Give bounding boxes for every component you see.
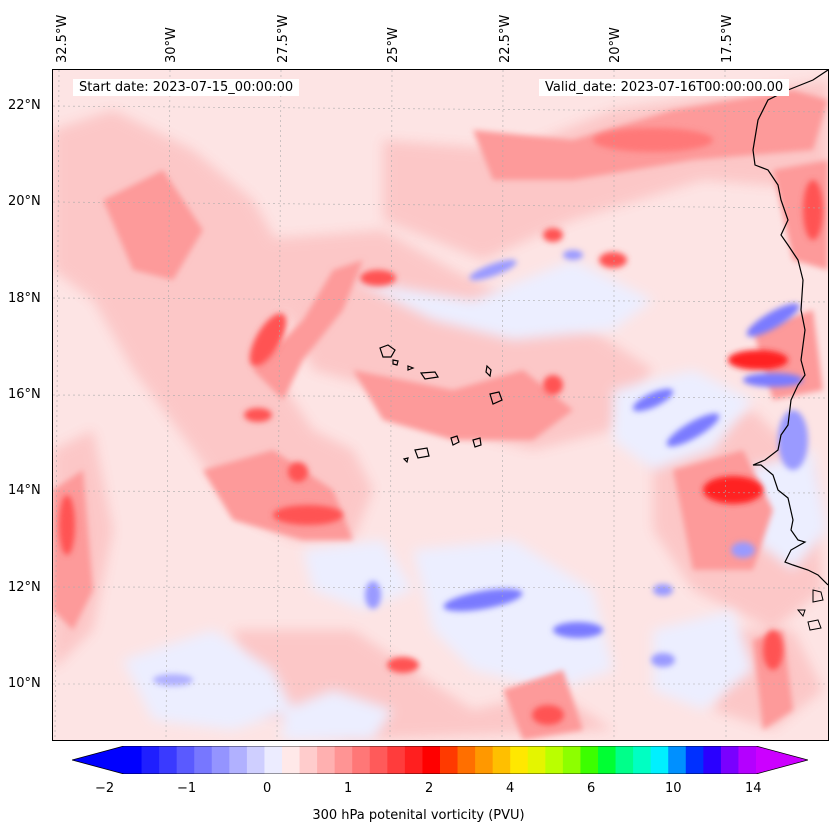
colorbar-segment (246, 746, 265, 774)
colorbar-segment (738, 746, 757, 774)
africa-coastline (752, 70, 828, 586)
colorbar-segment (668, 746, 687, 774)
colorbar-segment (211, 746, 230, 774)
map-panel[interactable]: Start date: 2023-07-15_00:00:00 Valid_da… (52, 69, 829, 741)
cb-tick-0: 0 (263, 781, 272, 796)
colorbar-segment (282, 746, 301, 774)
colorbar-segment (369, 746, 388, 774)
graticule (53, 70, 828, 740)
colorbar-segment (615, 746, 634, 774)
colorbar-segment (422, 746, 441, 774)
lat-label-10n: 10°N (8, 676, 41, 691)
cb-tick-14: 14 (745, 781, 762, 796)
colorbar-segment (492, 746, 511, 774)
colorbar (72, 746, 808, 774)
colorbar-segment (334, 746, 353, 774)
lat-label-14n: 14°N (8, 483, 41, 498)
lat-label-18n: 18°N (8, 291, 41, 306)
colorbar-segment (633, 746, 652, 774)
cape-verde-islands (379, 344, 503, 464)
colorbar-segment (580, 746, 599, 774)
colorbar-segment (720, 746, 739, 774)
valid-date-label: Valid_date: 2023-07-16T00:00:00.00 (539, 79, 790, 96)
colorbar-extend-max (756, 746, 808, 774)
colorbar-label: 300 hPa potenital vorticity (PVU) (312, 808, 525, 823)
colorbar-segment (159, 746, 178, 774)
lon-label-30w: 30°W (164, 27, 179, 63)
cb-tick-4: 4 (506, 781, 515, 796)
colorbar-segment (703, 746, 722, 774)
colorbar-segment (650, 746, 669, 774)
cb-tick-neg2: −2 (95, 781, 115, 796)
colorbar-segment (264, 746, 283, 774)
pv-strong-positive (59, 128, 823, 725)
colorbar-segment (404, 746, 423, 774)
colorbar-segment (562, 746, 581, 774)
colorbar-segment (387, 746, 406, 774)
lon-label-32-5w: 32.5°W (55, 14, 70, 63)
lon-label-17-5w: 17.5°W (720, 14, 735, 63)
colorbar-segment (527, 746, 546, 774)
colorbar-segment (352, 746, 371, 774)
lon-label-25w: 25°W (386, 27, 401, 63)
colorbar-extend-min (72, 746, 124, 774)
colorbar-segment (317, 746, 336, 774)
colorbar-segment (194, 746, 213, 774)
lat-label-12n: 12°N (8, 580, 41, 595)
lat-label-20n: 20°N (8, 194, 41, 209)
colorbar-segment (124, 746, 143, 774)
cb-tick-6: 6 (587, 781, 596, 796)
colorbar-segment (299, 746, 318, 774)
cb-tick-neg1: −1 (177, 781, 197, 796)
colorbar-segment (141, 746, 160, 774)
lon-label-27-5w: 27.5°W (276, 14, 291, 63)
colorbar-segment (176, 746, 195, 774)
cb-tick-10: 10 (665, 781, 682, 796)
start-date-label: Start date: 2023-07-15_00:00:00 (73, 79, 300, 96)
cb-tick-2: 2 (425, 781, 434, 796)
colorbar-segment (545, 746, 564, 774)
colorbar-segment (685, 746, 704, 774)
lat-label-22n: 22°N (8, 98, 41, 113)
colorbar-segment (510, 746, 529, 774)
lon-label-20w: 20°W (608, 27, 623, 63)
lon-label-22-5w: 22.5°W (498, 14, 513, 63)
bijagos-islands (796, 589, 824, 631)
colorbar-segment (229, 746, 248, 774)
colorbar-segment (457, 746, 476, 774)
pv-negative-spots (153, 250, 808, 686)
colorbar-segment (440, 746, 459, 774)
cb-tick-1: 1 (344, 781, 353, 796)
pv-contour-map (53, 70, 828, 740)
lat-label-16n: 16°N (8, 387, 41, 402)
colorbar-segment (475, 746, 494, 774)
colorbar-segment (598, 746, 617, 774)
